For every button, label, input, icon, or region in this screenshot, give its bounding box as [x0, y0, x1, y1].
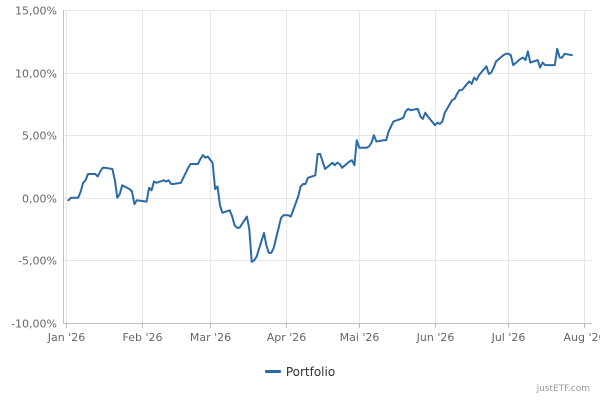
- x-tick-label: Jan '26: [47, 331, 85, 344]
- x-tick-label: Mar '26: [190, 331, 231, 344]
- y-tick-label: 10,00%: [15, 68, 57, 81]
- x-tick-label: Jun '26: [416, 331, 455, 344]
- x-tick-label: Apr '26: [267, 331, 307, 344]
- chart-legend: Portfolio: [0, 362, 600, 379]
- chart-axes: [63, 10, 592, 328]
- x-tick-label: Mai '26: [340, 331, 380, 344]
- y-tick-label: -5,00%: [18, 255, 57, 268]
- legend-swatch: [264, 370, 281, 373]
- credit-text: justETF.com: [536, 384, 590, 394]
- y-tick-label: -10,00%: [11, 318, 57, 331]
- legend-item-portfolio[interactable]: Portfolio: [264, 364, 336, 379]
- y-axis-tick-labels: 15,00% 10,00% 5,00% 0,00% -5,00% -10,00%: [11, 5, 57, 331]
- chart-series: [67, 47, 573, 263]
- x-axis-tick-labels: Jan '26 Feb '26 Mar '26 Apr '26 Mai '26 Jun '…: [47, 331, 600, 344]
- legend-label: Portfolio: [285, 364, 336, 379]
- x-tick-label: Aug '26: [564, 331, 600, 344]
- y-tick-label: 5,00%: [22, 130, 57, 143]
- y-tick-label: 15,00%: [15, 5, 57, 18]
- y-tick-label: 0,00%: [22, 193, 57, 206]
- x-tick-label: Feb '26: [123, 331, 163, 344]
- x-tick-label: Jul '26: [491, 331, 526, 344]
- series-line-portfolio: [67, 47, 573, 263]
